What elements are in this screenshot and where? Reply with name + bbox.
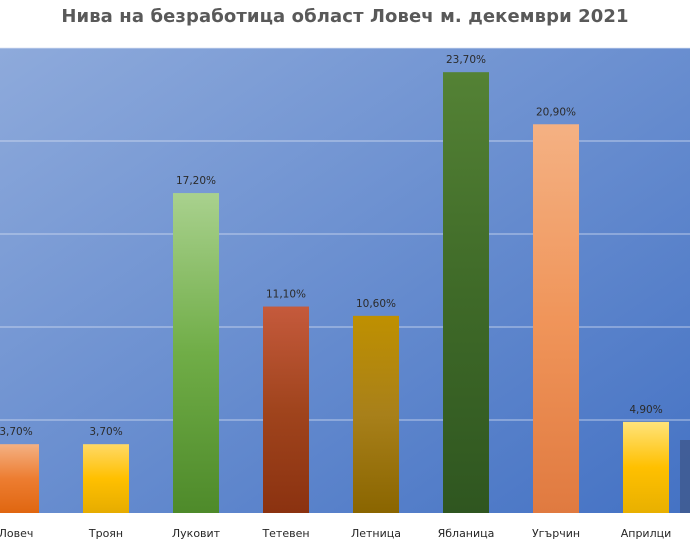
category-label: Угърчин (532, 527, 580, 540)
category-label: Тетевен (261, 527, 309, 540)
data-label: 17,20% (176, 175, 216, 187)
bar-3 (173, 193, 219, 513)
data-label: 11,10% (266, 289, 306, 301)
category-label: Ябланица (438, 527, 495, 540)
bar-7 (533, 124, 579, 513)
data-labels: 3,70% 3,70% 17,20% 11,10% 10,60% 23,70% 20,90%… (0, 54, 663, 438)
bar-4 (263, 306, 309, 513)
bar-8 (623, 421, 669, 513)
data-label: 10,60% (356, 298, 396, 310)
category-label: Троян (88, 527, 123, 540)
data-label: 4,90% (629, 404, 662, 416)
bar-partial (680, 440, 690, 513)
bar-6 (443, 72, 489, 514)
data-label: 23,70% (446, 54, 486, 66)
bar-1 (0, 444, 39, 513)
bar-5 (353, 315, 399, 513)
plot-area (0, 48, 690, 513)
data-label: 20,90% (536, 106, 576, 118)
category-label: Летница (351, 527, 401, 540)
chart-title: Нива на безработица област Ловеч м. деке… (61, 6, 629, 27)
bar-2 (83, 444, 129, 513)
bars (0, 72, 690, 514)
category-label: Луковит (172, 527, 221, 540)
data-label: 3,70% (89, 426, 122, 438)
category-label: Априлци (621, 527, 672, 540)
category-label: Ловеч (0, 527, 33, 540)
data-label: 3,70% (0, 426, 33, 438)
category-labels: Ловеч Троян Луковит Тетевен Летница Ябланица У… (0, 527, 671, 540)
